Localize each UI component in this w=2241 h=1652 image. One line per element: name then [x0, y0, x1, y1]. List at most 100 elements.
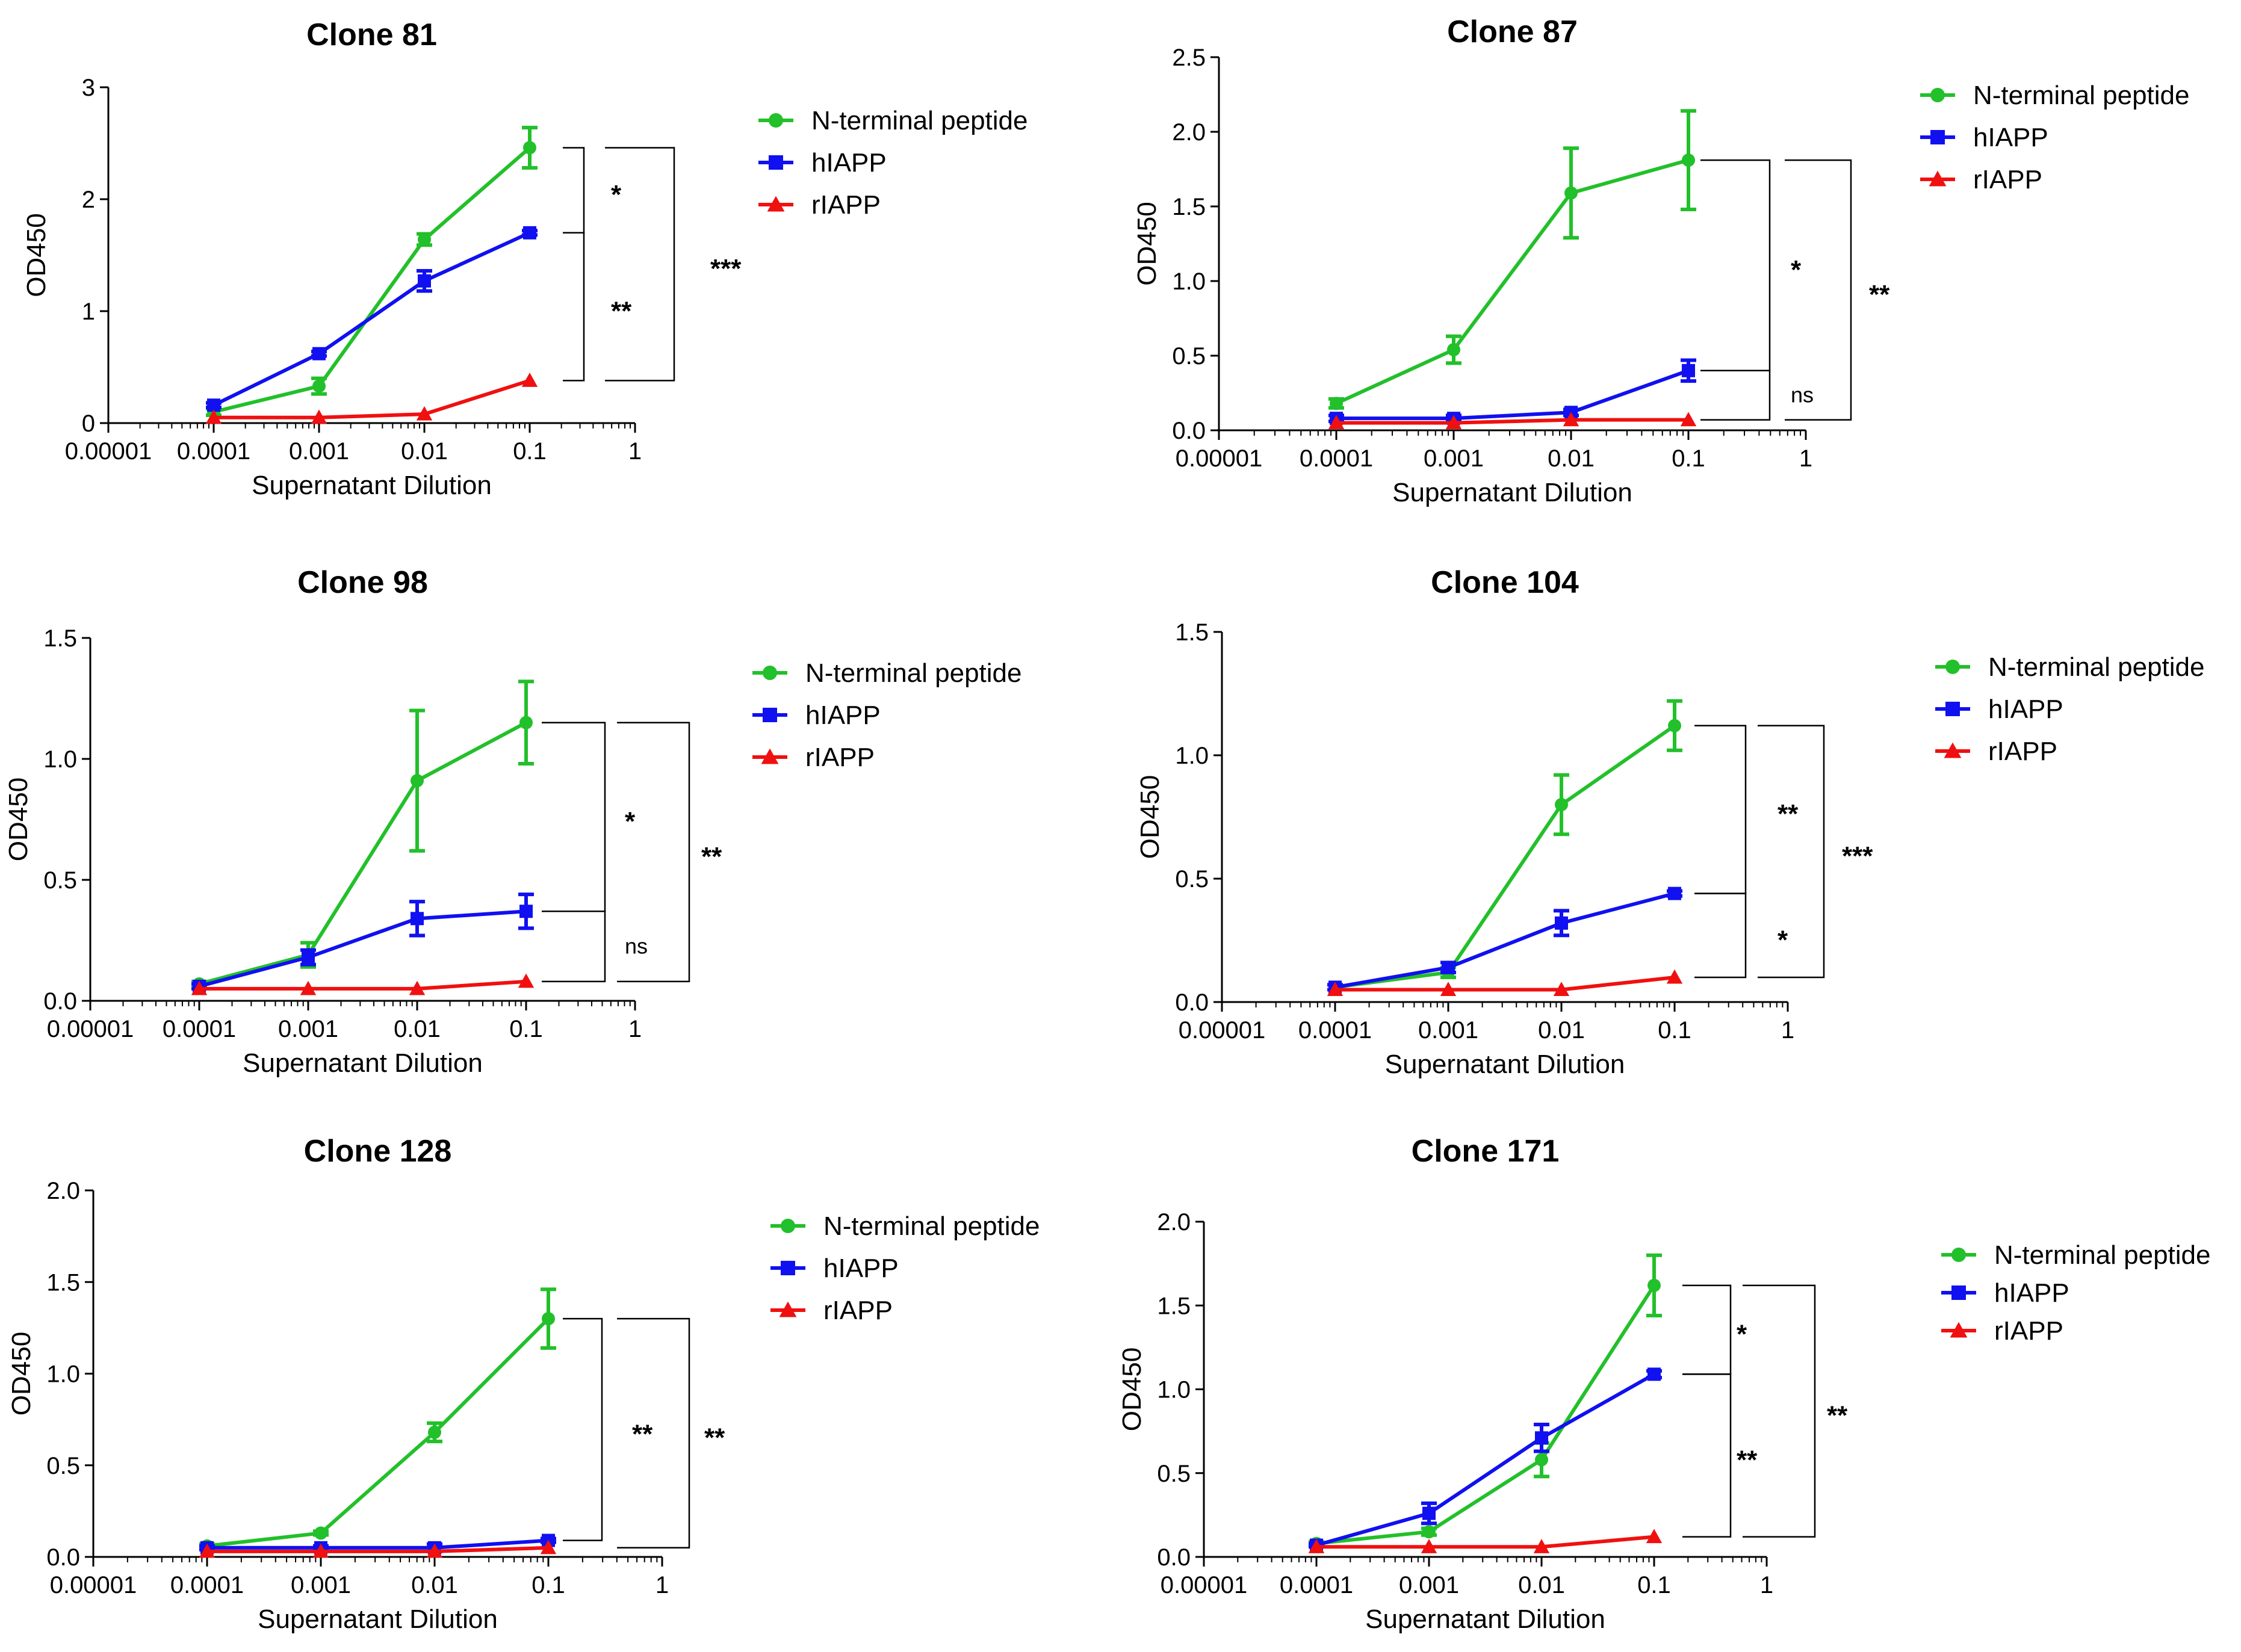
- x-tick-label: 0.01: [1548, 445, 1595, 472]
- y-axis-label: OD450: [1135, 775, 1165, 859]
- data-point: [1647, 1278, 1661, 1292]
- y-tick-label: 0.0: [1175, 989, 1209, 1016]
- significance-bracket: **: [617, 722, 722, 983]
- y-tick-label: 3: [82, 75, 95, 101]
- x-tick-label: 0.1: [509, 1016, 543, 1042]
- series-line: [1334, 891, 1675, 989]
- data-point: [521, 373, 538, 387]
- data-point: [302, 950, 315, 964]
- data-point: [199, 1543, 215, 1558]
- data-point: [1328, 415, 1345, 430]
- y-axis-label: OD450: [1132, 202, 1162, 285]
- data-point: [428, 1425, 441, 1439]
- legend-label: rIAPP: [805, 743, 875, 772]
- significance-label: *: [1778, 925, 1788, 954]
- bracket-line: [1700, 370, 1771, 421]
- series-line: [1335, 976, 1675, 992]
- data-point: [1668, 886, 1681, 900]
- x-tick-label: 0.0001: [1300, 445, 1373, 472]
- bracket-line: [1682, 1373, 1732, 1538]
- significance-label: **: [1778, 799, 1799, 829]
- legend-marker: [769, 155, 783, 170]
- x-tick-label: 0.01: [1518, 1572, 1565, 1598]
- y-tick-label: 1.5: [1172, 194, 1206, 220]
- significance-bracket: ns: [1700, 370, 1814, 421]
- y-tick-label: 0.5: [43, 867, 77, 894]
- series-line: [1316, 1372, 1655, 1547]
- significance-bracket: **: [1785, 159, 1890, 421]
- panel-title: Clone 87: [1447, 14, 1578, 49]
- data-point: [542, 1312, 555, 1326]
- legend-label: N-terminal peptide: [823, 1211, 1040, 1241]
- x-tick-label: 0.0001: [163, 1016, 236, 1042]
- legend-label: hIAPP: [811, 148, 887, 178]
- significance-bracket: *: [563, 147, 622, 234]
- significance-label: *: [1791, 255, 1802, 285]
- data-point: [1535, 1431, 1548, 1445]
- legend-label: N-terminal peptide: [1988, 652, 2205, 682]
- bracket-line: [617, 722, 690, 983]
- legend-label: rIAPP: [823, 1296, 893, 1325]
- y-tick-label: 1.0: [46, 1361, 80, 1388]
- series-line: [1316, 1535, 1655, 1549]
- data-point: [1308, 1539, 1325, 1553]
- series-hiapp: [1328, 358, 1696, 425]
- legend-marker: [763, 708, 777, 722]
- data-point: [1445, 415, 1462, 430]
- y-tick-label: 2.0: [1172, 119, 1206, 146]
- data-point: [1563, 412, 1579, 427]
- x-tick-label: 0.00001: [50, 1572, 137, 1598]
- data-point: [523, 141, 536, 155]
- x-axis-label: Supernatant Dilution: [243, 1048, 483, 1078]
- series-line: [214, 379, 530, 419]
- significance-bracket: *: [1700, 159, 1802, 372]
- legend: N-terminal peptide hIAPP rIAPP: [758, 106, 1028, 220]
- significance-label: **: [704, 1423, 725, 1452]
- panel-5: Clone 128 0.0 0.5 1.0 1.5 2.0 0.00001 0.0001 0.0…: [7, 1134, 1040, 1634]
- y-tick-label: 1.5: [1175, 619, 1209, 646]
- significance-bracket: **: [617, 1317, 725, 1549]
- x-tick-label: 1: [628, 438, 642, 465]
- series-line: [207, 1538, 549, 1550]
- x-tick-label: 1: [628, 1016, 642, 1042]
- legend: N-terminal peptide hIAPP rIAPP: [770, 1211, 1040, 1325]
- x-tick-label: 0.001: [289, 438, 349, 465]
- x-tick-label: 0.0001: [1280, 1572, 1353, 1598]
- x-axis-label: Supernatant Dilution: [252, 471, 492, 500]
- y-tick-label: 0.5: [1172, 343, 1206, 370]
- x-tick-label: 0.1: [1637, 1572, 1671, 1598]
- series-riapp: [1327, 969, 1683, 997]
- legend: N-terminal peptide hIAPP rIAPP: [752, 658, 1022, 772]
- significance-label: ns: [625, 934, 648, 959]
- y-tick-label: 0.0: [46, 1544, 80, 1571]
- data-point: [518, 973, 535, 988]
- data-point: [1442, 961, 1455, 974]
- series-hiapp: [206, 226, 538, 412]
- y-tick-label: 0.0: [43, 988, 77, 1015]
- data-point: [1555, 916, 1568, 930]
- bracket-line: [1694, 725, 1747, 894]
- significance-label: ***: [710, 254, 742, 283]
- data-point: [1447, 343, 1460, 357]
- data-point: [519, 905, 533, 918]
- panel-title: Clone 171: [1412, 1134, 1560, 1169]
- significance-label: ns: [1791, 383, 1814, 407]
- legend-label: rIAPP: [1988, 737, 2057, 766]
- significance-bracket: **: [1682, 1373, 1758, 1538]
- legend-label: hIAPP: [1973, 123, 2048, 152]
- legend-label: hIAPP: [823, 1254, 899, 1283]
- panel-title: Clone 98: [297, 565, 428, 600]
- legend-label: hIAPP: [805, 701, 881, 730]
- panel-4: Clone 104 0.0 0.5 1.0 1.5 0.00001 0.0001 0.001 0…: [1135, 565, 2205, 1079]
- series-n-terminal-peptide: [1327, 699, 1682, 994]
- data-point: [1680, 412, 1697, 427]
- data-point: [300, 980, 317, 995]
- y-tick-label: 1.5: [46, 1269, 80, 1296]
- y-tick-label: 1.0: [1157, 1377, 1191, 1403]
- series-n-terminal-peptide: [1328, 109, 1696, 410]
- data-point: [418, 274, 431, 288]
- data-point: [312, 347, 326, 360]
- series-n-terminal-peptide: [199, 1287, 556, 1553]
- x-axis-label: Supernatant Dilution: [1365, 1604, 1605, 1634]
- series-line: [1334, 724, 1676, 989]
